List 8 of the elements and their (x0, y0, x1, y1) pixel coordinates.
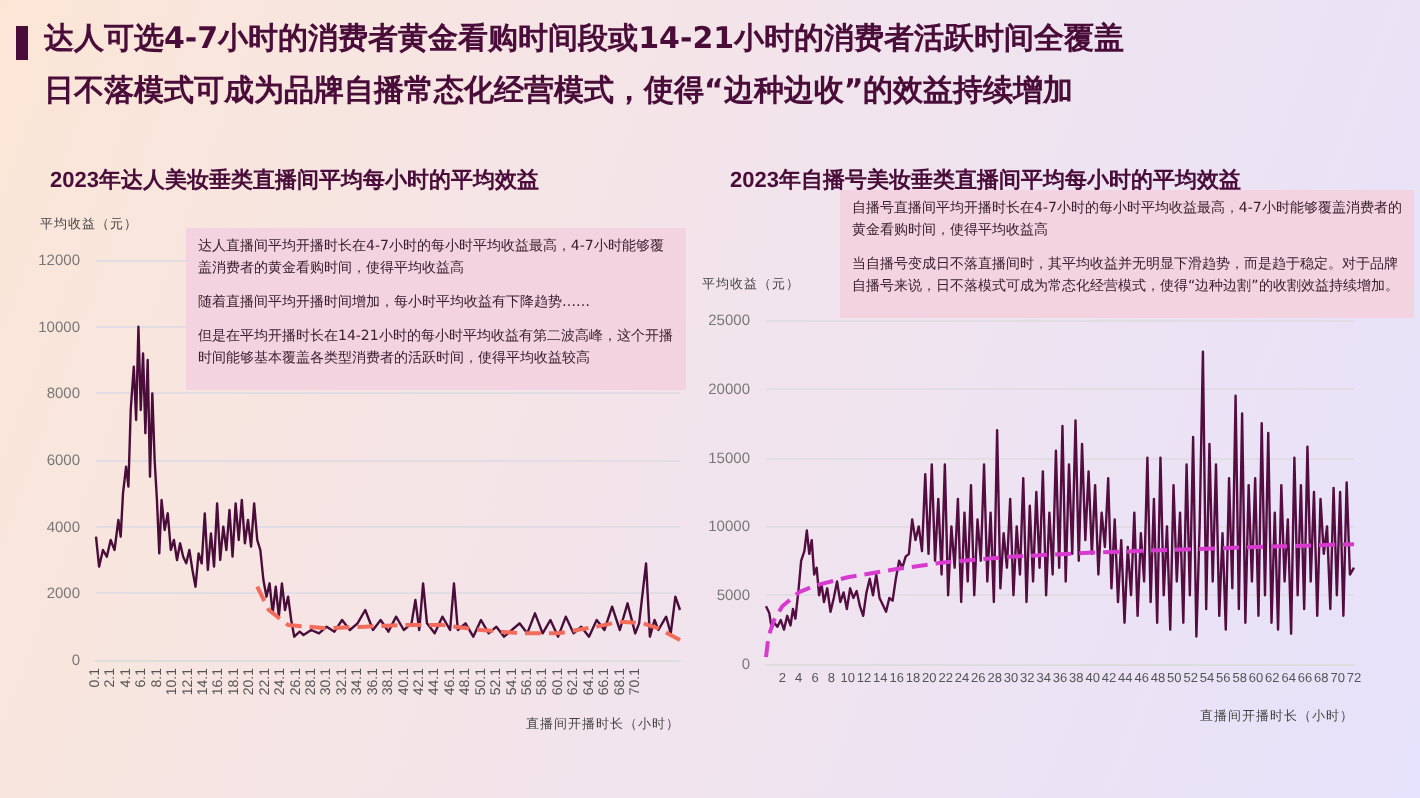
line-series (764, 350, 1356, 638)
line-series (764, 542, 1356, 660)
line-series (94, 325, 682, 638)
text: 达人可选4-7小时的消费者黄金看购时间段或14-21小时的消费者活跃时间全覆盖 (44, 20, 1125, 58)
chart-title: 2023年达人美妆垂类直播间平均每小时的平均效益 (50, 167, 539, 193)
line-series (255, 584, 682, 642)
chart-title: 2023年自播号美妆垂类直播间平均每小时的平均效益 (730, 167, 1241, 193)
text: 日不落模式可成为品牌自播常态化经营模式，使得“边种边收”的效益持续增加 (44, 72, 1074, 110)
